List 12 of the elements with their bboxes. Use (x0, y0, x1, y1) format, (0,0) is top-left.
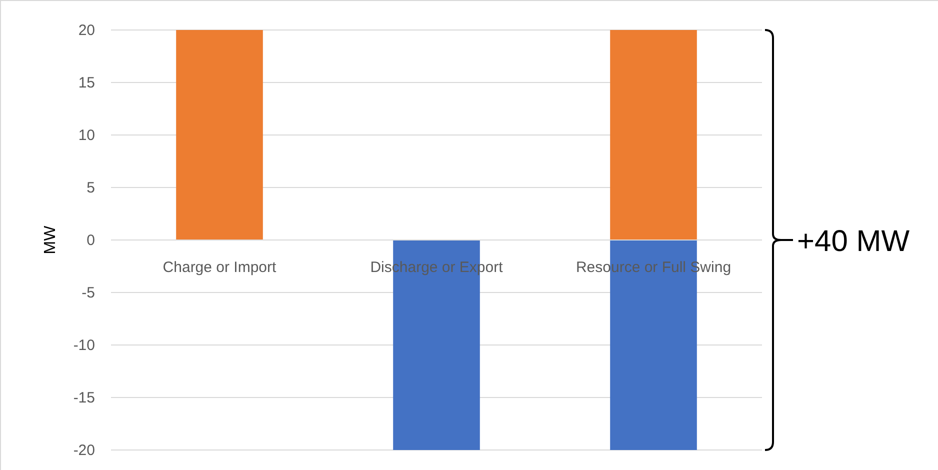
y-tick-label: 10 (78, 126, 95, 144)
y-tick-label: -10 (73, 336, 95, 354)
y-tick-label: 15 (78, 74, 95, 92)
y-axis-title: MW (42, 224, 59, 254)
x-tick-label: Charge or Import (162, 259, 278, 276)
y-tick-label: -5 (82, 284, 95, 302)
y-tick-label: 0 (86, 232, 95, 249)
text: +40 MW (797, 225, 910, 258)
y-tick-label: 20 (78, 22, 95, 39)
y-tick-label: -15 (73, 389, 95, 406)
y-tick-label: 5 (86, 179, 95, 196)
y-tick-label: -20 (73, 442, 95, 459)
